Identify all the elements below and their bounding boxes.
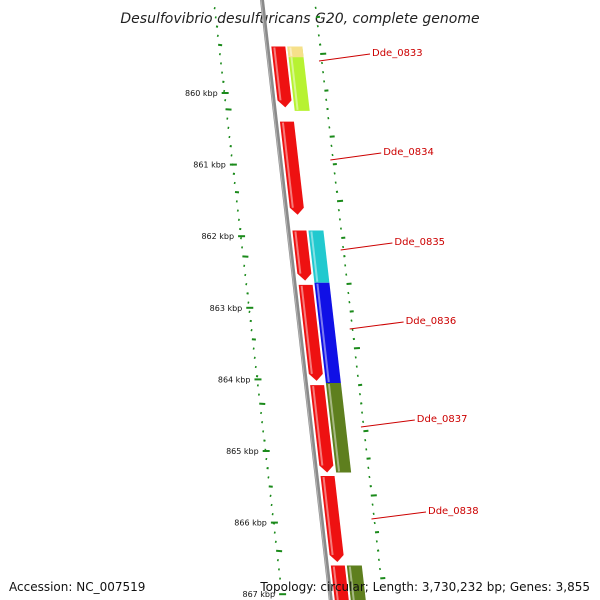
cds-feature-shine: [332, 566, 339, 600]
gene-feature: [325, 382, 352, 473]
gene-label: Dde_0835: [394, 237, 445, 248]
feature-tracks: [271, 46, 366, 600]
genome-title: Desulfovibrio desulfuricans G20, complet…: [120, 11, 479, 27]
cds-feature: [298, 284, 323, 381]
cds-feature-body: [298, 284, 323, 381]
cds-feature: [320, 476, 344, 562]
tick-label: 861 kbp: [193, 161, 226, 170]
cds-feature: [271, 46, 292, 108]
cds-feature: [279, 121, 304, 215]
backbone-highlight: [260, 0, 331, 600]
gene-feature: [287, 46, 304, 58]
gene-feature: [287, 46, 310, 111]
gene-labels: Dde_0833 Dde_0834 Dde_0835 Dde_0836 Dde_0837…: [318, 48, 479, 520]
cds-feature: [292, 230, 312, 281]
tick-label: 865 kbp: [226, 447, 259, 456]
label-leader: [349, 321, 404, 330]
gene-feature-body: [325, 382, 352, 473]
cds-feature-body: [271, 46, 292, 108]
label-leader: [330, 152, 382, 161]
kbp-ruler: 860 kbp 861 kbp 862 kbp 863 kbp 864 kbp 865 k…: [185, 89, 287, 599]
tick-label: 860 kbp: [185, 89, 218, 98]
cds-feature-shine: [322, 476, 334, 556]
cds-feature: [330, 565, 349, 600]
cds-feature-body: [330, 565, 349, 600]
gene-feature-body: [287, 46, 310, 111]
gene-label: Dde_0837: [417, 414, 468, 425]
accession-text: Accession: NC_007519: [9, 580, 146, 594]
gene-feature-body: [314, 282, 341, 383]
tick-label: 862 kbp: [201, 232, 234, 241]
gc-skew-track: [213, 6, 386, 580]
gene-feature: [346, 565, 366, 600]
tick-label: 864 kbp: [218, 375, 251, 384]
gene-feature: [308, 230, 330, 283]
tick-label: 867 kbp: [242, 590, 275, 599]
gene-label: Dde_0836: [406, 316, 457, 327]
label-leader: [318, 53, 371, 62]
cds-feature-shine: [300, 285, 313, 374]
cds-feature-shine: [273, 47, 282, 101]
gene-feature-body: [287, 46, 304, 58]
gene-feature-body: [346, 565, 366, 600]
backbone: [259, 0, 333, 600]
gene-feature-shine: [316, 283, 330, 383]
cds-feature-body: [310, 385, 334, 473]
tick-label: 866 kbp: [234, 519, 267, 528]
backbone-line: [259, 0, 333, 600]
gene-label: Dde_0838: [428, 506, 479, 517]
tick-label: 863 kbp: [210, 304, 243, 313]
label-leader: [371, 511, 427, 520]
cds-feature: [310, 385, 334, 473]
cds-feature-body: [292, 230, 312, 281]
label-leader: [340, 242, 393, 251]
gene-feature-shine: [348, 566, 355, 600]
cds-feature-shine: [294, 231, 302, 274]
cds-feature-shine: [312, 386, 324, 466]
gene-feature-shine: [289, 47, 293, 57]
gene-feature-shine: [289, 47, 299, 111]
cds-feature-body: [320, 476, 344, 562]
gene-label: Dde_0834: [383, 147, 434, 158]
gene-feature-shine: [327, 383, 341, 472]
gene-feature-body: [308, 230, 330, 283]
cds-feature-body: [279, 121, 304, 215]
gene-feature-shine: [310, 231, 319, 282]
label-leader: [360, 419, 415, 428]
topology-text: Topology: circular; Length: 3,730,232 bp…: [260, 580, 590, 594]
gene-feature: [314, 282, 341, 383]
cds-feature-shine: [281, 122, 294, 208]
gene-label: Dde_0833: [372, 48, 423, 59]
